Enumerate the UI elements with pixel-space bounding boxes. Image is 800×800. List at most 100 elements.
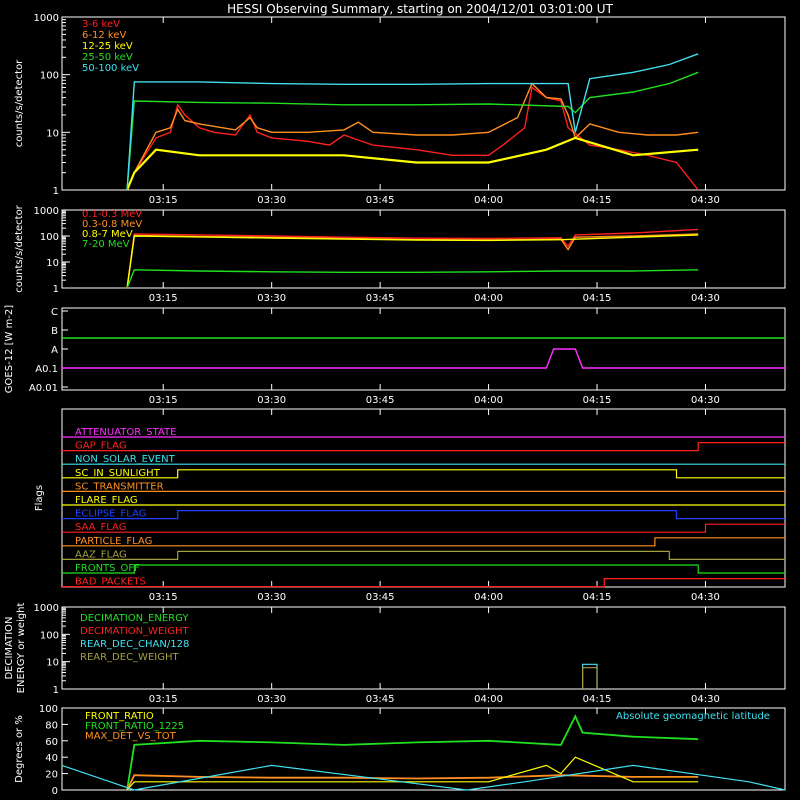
ratios-ytick-label-2: 40 xyxy=(45,753,58,764)
flag-line-7 xyxy=(62,523,785,533)
ytick-label-4-1: 10 xyxy=(46,658,59,669)
time-label-0-1: 03:30 xyxy=(257,195,286,206)
decimation-legend-2: REAR_DEC_CHAN/128 xyxy=(80,639,189,650)
flag-line-8 xyxy=(62,537,785,547)
ratios-legend-0: FRONT_RATIO xyxy=(85,711,154,722)
ytick-label-1-3: 1000 xyxy=(34,206,59,217)
goes-ytick-label-2: A xyxy=(51,345,58,356)
flag-label-0: ATTENUATOR_STATE xyxy=(75,427,176,438)
decimation-legend-3: REAR_DEC_WEIGHT xyxy=(80,652,179,663)
ratios-legend-1: FRONT_RATIO_1225 xyxy=(85,721,184,732)
high-energy-series-0 xyxy=(126,228,699,289)
flag-label-5: FLARE_FLAG xyxy=(75,495,138,506)
flag-label-10: FRONTS_OFF xyxy=(75,563,140,574)
flag-line-11 xyxy=(62,577,785,588)
ratios-series-1 xyxy=(126,774,699,791)
time-label-0-4: 04:15 xyxy=(583,195,612,206)
ytick-label-4-2: 100 xyxy=(40,630,59,641)
time-label-1-2: 03:45 xyxy=(366,293,395,304)
time-label-0-5: 04:30 xyxy=(691,195,720,206)
time-label-3-0: 03:15 xyxy=(149,592,178,603)
time-label-1-1: 03:30 xyxy=(257,293,286,304)
flag-line-9 xyxy=(62,550,785,561)
time-label-4-4: 04:15 xyxy=(583,694,612,705)
high-energy-ylabel: counts/s/detector xyxy=(14,204,25,292)
low-energy-series-4 xyxy=(126,53,699,191)
time-label-4-3: 04:00 xyxy=(474,694,503,705)
high-energy-legend-3: 7-20 MeV xyxy=(82,239,130,250)
ratios-ylabel: Degrees or % xyxy=(14,715,25,783)
time-label-4-5: 04:30 xyxy=(691,694,720,705)
time-label-2-2: 03:45 xyxy=(366,395,395,406)
time-label-1-0: 03:15 xyxy=(149,293,178,304)
flag-label-7: SAA_FLAG xyxy=(75,522,126,533)
ratios-annotation: Absolute geomagnetic latitude xyxy=(616,711,770,722)
ratios-series-3 xyxy=(61,764,786,791)
flag-line-6 xyxy=(62,510,785,520)
low-energy-series-3 xyxy=(126,71,699,191)
ytick-label-0-0: 1 xyxy=(53,186,59,197)
high-energy-legend-0: 0.1-0.3 MeV xyxy=(82,209,142,220)
panel-ratios-frame xyxy=(61,707,786,791)
panel-high-energy-frame xyxy=(61,209,786,289)
ytick-label-0-2: 100 xyxy=(40,71,59,82)
time-label-0-3: 04:00 xyxy=(474,195,503,206)
time-label-2-4: 04:15 xyxy=(583,395,612,406)
high-energy-legend-1: 0.3-0.8 MeV xyxy=(82,219,142,230)
goes-ylabel: GOES-12 [W m-2] xyxy=(4,305,15,393)
goes-ytick-label-1: A0.1 xyxy=(35,364,58,375)
flag-label-8: PARTICLE_FLAG xyxy=(75,536,152,547)
time-label-0-2: 03:45 xyxy=(366,195,395,206)
time-label-4-1: 03:30 xyxy=(257,694,286,705)
time-label-3-4: 04:15 xyxy=(583,592,612,603)
decimation-ylabel-1: DECIMATION xyxy=(4,616,15,679)
panel-goes-frame xyxy=(61,307,786,391)
low-energy-series-1 xyxy=(126,82,699,191)
flag-label-4: SC_TRANSMITTER xyxy=(75,481,164,492)
time-label-3-3: 04:00 xyxy=(474,592,503,603)
flag-line-3 xyxy=(62,469,785,479)
time-label-4-0: 03:15 xyxy=(149,694,178,705)
ytick-label-1-1: 10 xyxy=(46,258,59,269)
flags-ylabel: Flags xyxy=(34,485,45,511)
time-label-1-3: 04:00 xyxy=(474,293,503,304)
flag-line-10 xyxy=(62,564,785,574)
ytick-label-0-1: 10 xyxy=(46,128,59,139)
time-label-1-4: 04:15 xyxy=(583,293,612,304)
flag-label-3: SC_IN_SUNLIGHT xyxy=(75,468,161,479)
high-energy-series-1 xyxy=(126,233,699,289)
time-label-2-1: 03:30 xyxy=(257,395,286,406)
panel-decimation-frame xyxy=(61,606,786,690)
time-label-3-1: 03:30 xyxy=(257,592,286,603)
low-energy-legend-3: 25-50 keV xyxy=(82,52,133,63)
decimation-series-1 xyxy=(581,667,598,689)
time-label-4-2: 03:45 xyxy=(366,694,395,705)
ratios-series-2 xyxy=(126,756,699,791)
decimation-ylabel-2: ENERGY or weight xyxy=(16,603,27,694)
goes-series-1 xyxy=(62,348,785,369)
goes-ytick-label-0: A0.01 xyxy=(29,383,58,394)
low-energy-series-0 xyxy=(126,86,699,191)
time-label-0-0: 03:15 xyxy=(149,195,178,206)
low-energy-legend-4: 50-100 keV xyxy=(82,63,139,74)
ytick-label-1-2: 100 xyxy=(40,232,59,243)
ratios-ytick-label-0: 0 xyxy=(52,786,58,797)
flag-line-1 xyxy=(62,442,785,452)
time-label-2-3: 04:00 xyxy=(474,395,503,406)
time-label-2-5: 04:30 xyxy=(691,395,720,406)
ratios-ytick-label-5: 100 xyxy=(39,704,58,715)
panel-low-energy-frame xyxy=(61,16,786,191)
time-label-3-5: 04:30 xyxy=(691,592,720,603)
ytick-label-0-3: 1000 xyxy=(34,13,59,24)
low-energy-ylabel: counts/s/detector xyxy=(14,59,25,147)
low-energy-legend-0: 3-6 keV xyxy=(82,19,120,30)
high-energy-series-2 xyxy=(126,234,699,289)
flag-label-9: AAZ_FLAG xyxy=(75,549,127,560)
flag-label-2: NON_SOLAR_EVENT xyxy=(75,454,176,465)
goes-ytick-label-4: C xyxy=(51,307,58,318)
page-title: HESSI Observing Summary, starting on 200… xyxy=(227,2,613,16)
ytick-label-4-0: 1 xyxy=(53,685,59,696)
low-energy-legend-1: 6-12 keV xyxy=(82,30,126,41)
ratios-ytick-label-1: 20 xyxy=(45,770,58,781)
